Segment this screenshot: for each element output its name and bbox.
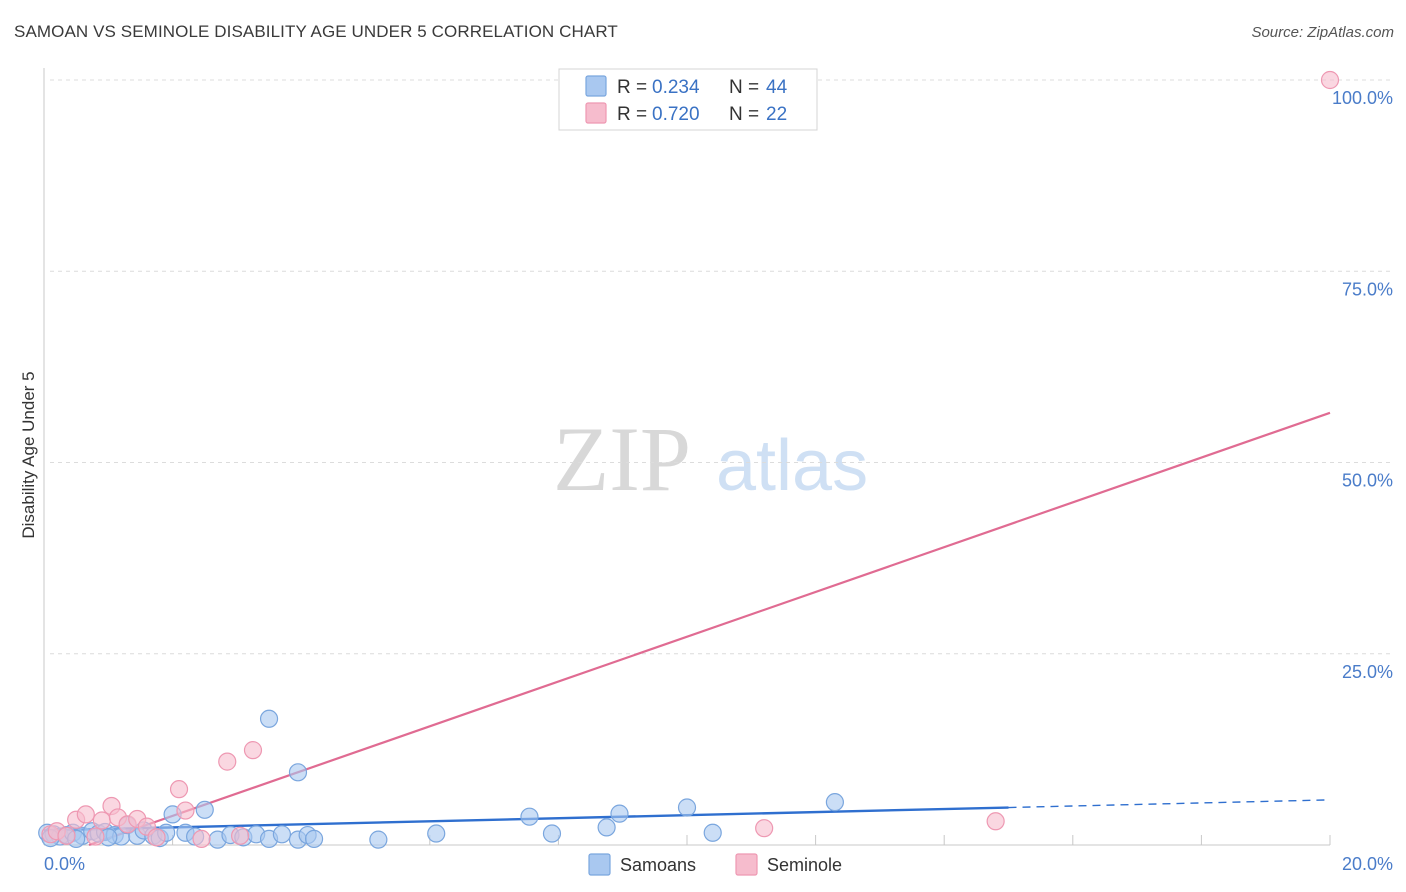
seminole-point (147, 828, 166, 847)
chart-title: SAMOAN VS SEMINOLE DISABILITY AGE UNDER … (14, 22, 618, 41)
watermark-zip: ZIP (553, 408, 691, 510)
x-tick-marks (172, 835, 1331, 845)
samoans-points (38, 709, 844, 849)
series-legend: Samoans Seminole (588, 853, 842, 876)
seminole-point (76, 805, 95, 824)
bottom-legend-swatch-seminole (735, 853, 758, 876)
samoans-point (703, 823, 722, 842)
samoans-point (825, 793, 844, 812)
seminole-point (243, 741, 263, 760)
legend-n-label-seminole: N = (729, 104, 759, 125)
samoans-point (677, 798, 697, 817)
seminole-point (192, 829, 211, 848)
samoans-point (304, 829, 324, 848)
y-tick-label-25: 25.0% (1342, 662, 1393, 682)
bottom-legend-swatch-samoans (588, 853, 611, 876)
seminole-trend-line (88, 411, 1331, 847)
seminole-point (1320, 70, 1340, 90)
seminole-point (755, 819, 774, 838)
legend-n-value-seminole: 22 (766, 104, 787, 125)
samoans-trend-extension (1008, 799, 1331, 809)
samoans-point (272, 825, 292, 844)
y-axis-label: Disability Age Under 5 (19, 371, 38, 538)
legend-r-label-samoans: R = (617, 77, 647, 98)
legend-n-label-samoans: N = (729, 77, 759, 98)
samoans-point (259, 709, 279, 728)
legend-r-value-samoans: 0.234 (652, 77, 700, 98)
seminole-point (92, 811, 111, 830)
seminole-point (57, 826, 76, 845)
bottom-legend-label-seminole: Seminole (767, 855, 842, 875)
legend-n-value-samoans: 44 (766, 77, 788, 98)
samoans-point (542, 824, 562, 843)
watermark-atlas: atlas (716, 426, 868, 506)
x-tick-label-min: 0.0% (44, 854, 85, 874)
samoans-point (520, 807, 539, 826)
legend-r-value-seminole: 0.720 (652, 104, 700, 125)
y-tick-labels: 25.0% 50.0% 75.0% 100.0% (1332, 88, 1393, 682)
seminole-point (176, 801, 195, 820)
gridlines (50, 79, 1392, 655)
samoans-point (597, 818, 616, 837)
source-label: Source: ZipAtlas.com (1251, 24, 1394, 41)
correlation-legend: R = 0.234 N = 44 R = 0.720 N = 22 (558, 68, 818, 131)
samoans-point (427, 824, 446, 843)
y-tick-label-75: 75.0% (1342, 279, 1393, 299)
x-tick-label-max: 20.0% (1342, 854, 1393, 874)
seminole-point (231, 826, 250, 845)
seminole-point (986, 812, 1005, 831)
seminole-point (86, 827, 105, 846)
seminole-point (169, 780, 189, 799)
y-tick-label-50: 50.0% (1342, 471, 1393, 491)
samoans-point (610, 804, 629, 823)
seminole-point (218, 752, 237, 771)
legend-swatch-samoans (585, 75, 607, 97)
legend-swatch-seminole (585, 102, 607, 124)
seminole-points (41, 70, 1340, 848)
samoans-point (288, 763, 308, 782)
bottom-legend-label-samoans: Samoans (620, 855, 696, 875)
y-tick-label-100: 100.0% (1332, 88, 1393, 108)
legend-r-label-seminole: R = (617, 104, 647, 125)
samoans-point (195, 800, 214, 819)
samoans-point (369, 830, 388, 849)
